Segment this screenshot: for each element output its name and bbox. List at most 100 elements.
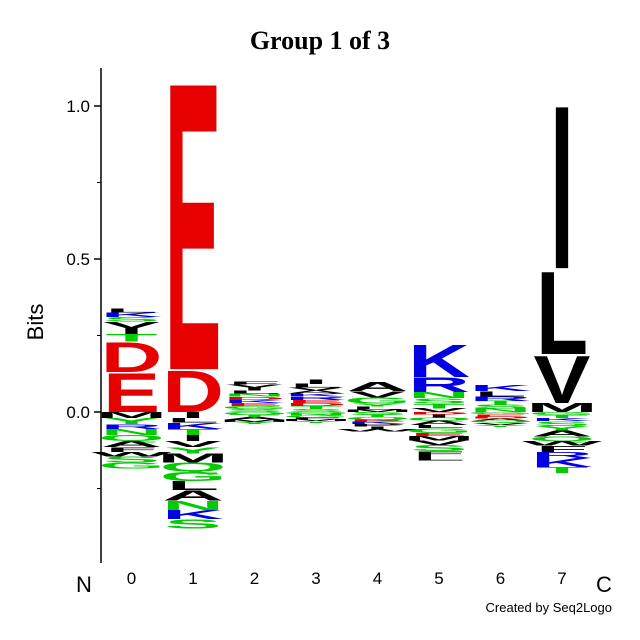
logo-letter-L: L bbox=[105, 308, 157, 314]
y-tick-label: 1.0 bbox=[66, 97, 90, 116]
logo-letter-K: K bbox=[531, 417, 593, 422]
logo-letter-V: V bbox=[103, 320, 161, 330]
logo-letter-K: K bbox=[162, 421, 224, 431]
logo-letter-M: M bbox=[96, 410, 167, 420]
logo-letter-E: E bbox=[103, 363, 160, 425]
logo-letter-V: V bbox=[226, 384, 283, 389]
logo-letter-F: F bbox=[413, 450, 465, 457]
logo-letter-V: V bbox=[472, 422, 529, 425]
logo-letter-A: A bbox=[224, 416, 286, 420]
c-terminus-label: C bbox=[596, 572, 612, 597]
logo-letter-F: F bbox=[105, 446, 157, 453]
logo-letter-T: T bbox=[413, 403, 465, 410]
y-axis-label: Bits bbox=[23, 304, 48, 341]
logo-letter-V: V bbox=[288, 387, 345, 392]
logo-letter-S: S bbox=[411, 443, 468, 453]
logo-letter-G: G bbox=[344, 396, 410, 406]
logo-letter-A: A bbox=[162, 487, 224, 504]
logo-letter-L: L bbox=[413, 455, 465, 462]
y-tick-label: 0.0 bbox=[66, 403, 90, 422]
x-position-label: 0 bbox=[127, 569, 136, 588]
logo-letter-N: N bbox=[408, 391, 470, 401]
logo-letter-A: A bbox=[347, 380, 409, 394]
logo-letter-A: A bbox=[470, 418, 532, 421]
logo-letter-Y: Y bbox=[472, 424, 529, 427]
logo-letter-K: K bbox=[470, 383, 532, 393]
logo-letter-N: N bbox=[224, 393, 286, 398]
logo-letter-T: T bbox=[228, 414, 280, 418]
x-position-label: 7 bbox=[557, 569, 566, 588]
logo-letter-V: V bbox=[534, 342, 591, 418]
logo-letter-D: D bbox=[408, 411, 470, 415]
logo-letter-N: N bbox=[470, 407, 532, 413]
logo-letter-K: K bbox=[347, 421, 409, 425]
logo-letter-L: L bbox=[474, 389, 526, 398]
logo-letter-V: V bbox=[411, 407, 468, 413]
logo-letter-Y: Y bbox=[534, 425, 591, 432]
logo-letter-K: K bbox=[408, 335, 470, 387]
logo-letter-R: R bbox=[531, 450, 593, 460]
logo-letter-Q: Q bbox=[344, 416, 410, 420]
logo-letter-T: T bbox=[105, 332, 157, 344]
logo-letter-S: S bbox=[103, 455, 160, 465]
x-position-label: 1 bbox=[188, 569, 197, 588]
logo-letter-S: S bbox=[288, 408, 345, 413]
logo-letter-K: K bbox=[101, 311, 163, 318]
logo-letter-M: M bbox=[403, 435, 474, 442]
logo-letter-Y: Y bbox=[165, 446, 222, 456]
logo-letter-M: M bbox=[526, 401, 597, 415]
logo-letter-I: I bbox=[243, 387, 267, 392]
logo-letter-Q: Q bbox=[529, 435, 595, 442]
logo-letter-Q: Q bbox=[160, 460, 226, 474]
logo-letter-S: S bbox=[349, 411, 406, 415]
logo-letter-V: V bbox=[349, 390, 407, 400]
logo-letter-F: F bbox=[536, 444, 588, 454]
logo-letter-Y: Y bbox=[288, 421, 345, 424]
logo-letter-Y: Y bbox=[226, 421, 283, 425]
logo-letter-L: L bbox=[351, 406, 403, 411]
logo-letter-A: A bbox=[285, 390, 347, 395]
logo-letter-D: D bbox=[470, 416, 532, 419]
logo-letter-Y: Y bbox=[349, 403, 406, 408]
logo-letter-S: S bbox=[472, 404, 529, 410]
logo-letter-R: R bbox=[408, 373, 470, 397]
logo-letter-P: P bbox=[349, 424, 406, 428]
logo-letter-D: D bbox=[224, 396, 286, 401]
logo-letter-I: I bbox=[550, 58, 574, 318]
logo-letter-Q: Q bbox=[221, 411, 287, 415]
n-terminus-label: N bbox=[76, 572, 92, 597]
x-position-label: 2 bbox=[250, 569, 259, 588]
logo-letter-L: L bbox=[290, 383, 342, 389]
logo-letter-V: V bbox=[411, 439, 468, 446]
x-position-label: 3 bbox=[311, 569, 320, 588]
logo-letter-G: G bbox=[221, 405, 287, 410]
logo-letter-V: V bbox=[165, 439, 223, 449]
logo-letter-T: T bbox=[536, 414, 588, 419]
logo-letter-N: N bbox=[162, 498, 224, 512]
logo-letter-S: S bbox=[226, 408, 283, 413]
logo-letter-E: E bbox=[472, 414, 529, 417]
logo-letter-G: G bbox=[406, 427, 472, 434]
logo-letter-E: E bbox=[349, 419, 406, 423]
logo-letter-W: W bbox=[522, 440, 604, 447]
logo-letter-M: M bbox=[157, 451, 228, 465]
logo-letter-K: K bbox=[162, 508, 224, 522]
logo-letter-T: T bbox=[351, 414, 403, 418]
logo-letter-K: K bbox=[224, 399, 286, 404]
x-position-label: 5 bbox=[434, 569, 443, 588]
logo-letter-T: T bbox=[290, 405, 342, 410]
logo-letter-M: M bbox=[342, 409, 413, 413]
logo-letter-R: R bbox=[470, 395, 532, 402]
logo-letter-E: E bbox=[288, 399, 345, 404]
logo-letter-M: M bbox=[219, 419, 290, 423]
logo-letter-I: I bbox=[304, 378, 328, 385]
logo-letter-E: E bbox=[165, 0, 222, 458]
logo-letter-T: T bbox=[536, 465, 588, 475]
logo-letter-F: F bbox=[290, 417, 342, 420]
x-position-label: 4 bbox=[373, 569, 382, 588]
logo-letter-W: W bbox=[337, 428, 418, 432]
logo-letter-I: I bbox=[120, 326, 144, 336]
logo-letter-K: K bbox=[531, 456, 593, 470]
logo-letter-L: L bbox=[228, 390, 280, 395]
logo-letter-I: I bbox=[366, 426, 390, 430]
